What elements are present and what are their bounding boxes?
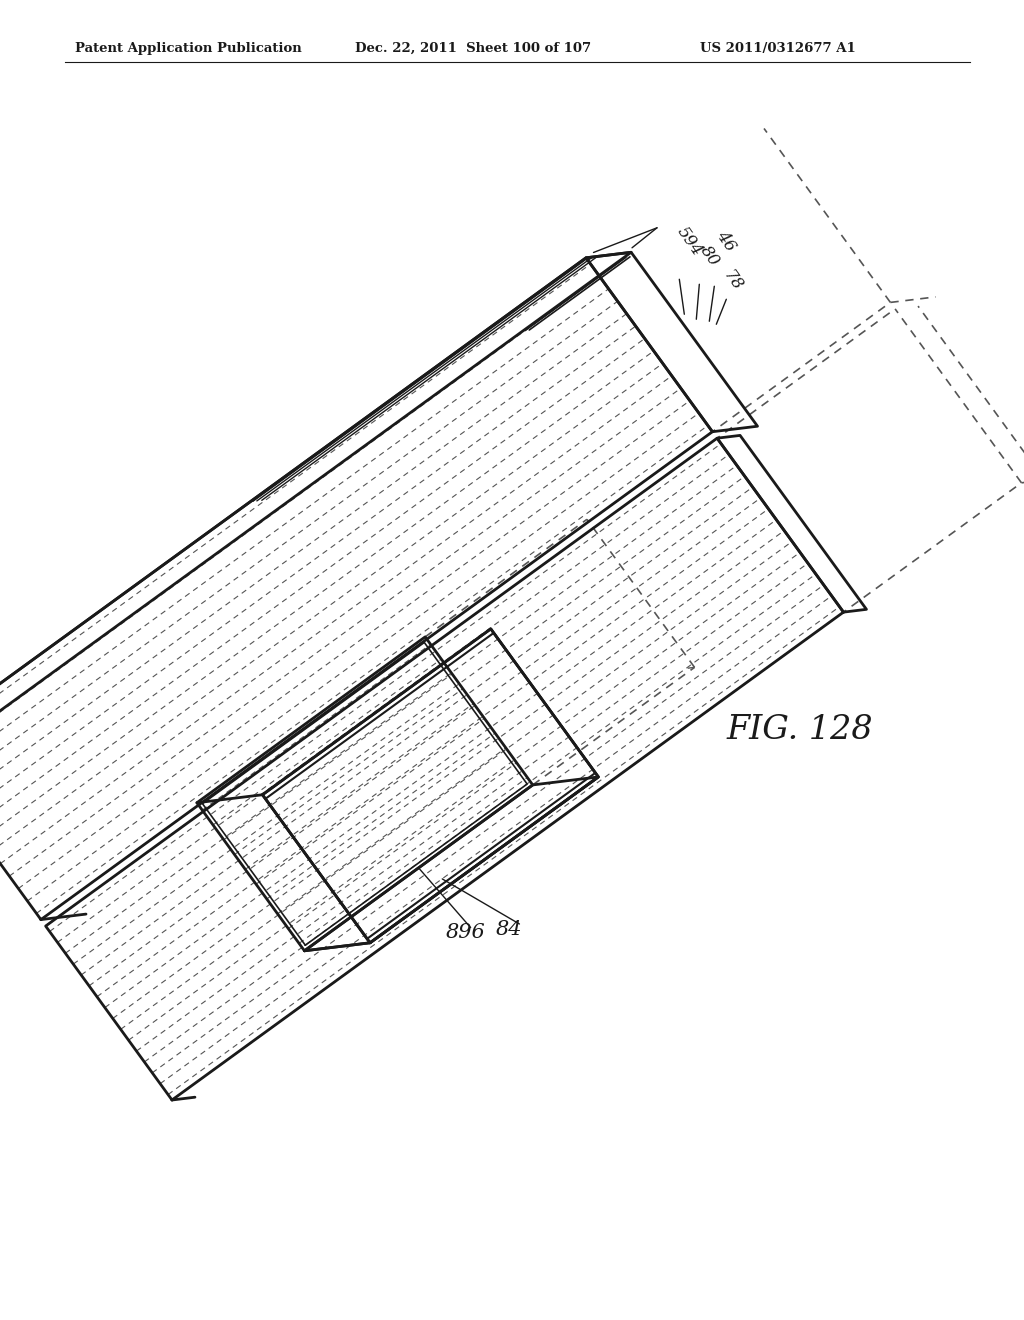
Text: 84: 84 — [497, 920, 522, 939]
Text: FIG. 128: FIG. 128 — [727, 714, 873, 746]
Text: 78: 78 — [719, 267, 745, 294]
Text: 594: 594 — [673, 223, 706, 259]
Text: Patent Application Publication: Patent Application Publication — [75, 42, 302, 55]
Text: US 2011/0312677 A1: US 2011/0312677 A1 — [700, 42, 856, 55]
Text: 46: 46 — [714, 227, 739, 255]
Text: 896: 896 — [445, 923, 485, 942]
Text: 80: 80 — [696, 242, 722, 269]
Text: Dec. 22, 2011  Sheet 100 of 107: Dec. 22, 2011 Sheet 100 of 107 — [355, 42, 591, 55]
